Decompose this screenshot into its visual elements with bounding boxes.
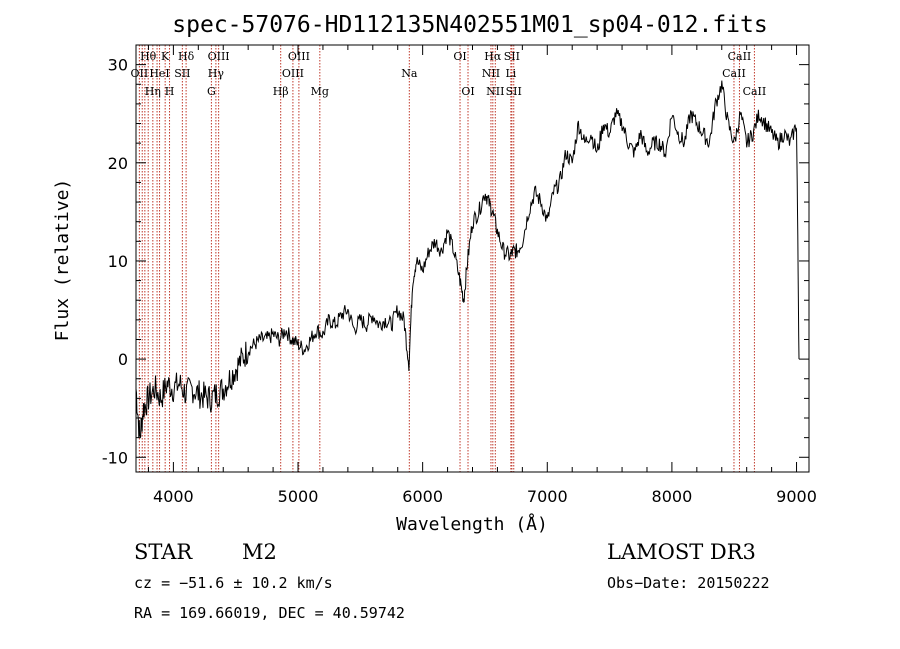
spectral-line-label-10: Hδ: [178, 50, 195, 63]
x-tick-label: 8000: [652, 487, 693, 506]
x-axis: 4000 5000 6000 7000 8000 9000: [147, 45, 817, 506]
spectral-line-label-13: OIII: [208, 50, 230, 63]
spectral-line-label-16: OIII: [288, 50, 310, 63]
x-tick-label: 7000: [527, 487, 568, 506]
subclass-label: M2: [242, 540, 277, 564]
spectral-line-label-0: OII: [131, 67, 149, 80]
spectral-line-label-20: OI: [461, 85, 474, 98]
y-tick-label: -10: [102, 448, 128, 467]
x-axis-title: Wavelength (Å): [396, 513, 548, 535]
y-tick-label: 0: [118, 350, 128, 369]
x-tick-label: 6000: [402, 487, 443, 506]
spectral-line-label-8: H: [165, 85, 175, 98]
survey-label: LAMOST DR3: [607, 540, 756, 564]
plot-frame: [135, 44, 810, 473]
spectral-line-label-21: NII: [482, 67, 500, 80]
spectral-line-label-25: SII: [504, 50, 520, 63]
x-tick-label: 4000: [153, 487, 194, 506]
spectral-line-label-29: CaII: [743, 85, 767, 98]
y-tick-label: 10: [108, 252, 128, 271]
spectral-line-label-15: OIII: [282, 67, 304, 80]
object-type-label: STAR: [134, 540, 193, 564]
coordinates-label: RA = 169.66019, DEC = 40.59742: [134, 604, 405, 622]
spectral-line-label-24: Li: [505, 67, 516, 80]
obs-date-label: Obs−Date: 20150222: [607, 574, 770, 592]
chart-title: spec-57076-HD112135N402551M01_sp04-012.f…: [172, 12, 767, 38]
spectral-line-label-4: Hη: [145, 85, 161, 98]
spectral-line-label-17: Mg: [311, 85, 329, 98]
spectral-line-label-6: HeI: [149, 67, 169, 80]
redshift-label: cz = −51.6 ± 10.2 km/s: [134, 574, 333, 592]
spectral-line-markers: [138, 45, 755, 472]
spectral-line-label-11: G: [207, 85, 216, 98]
y-axis-title: Flux (relative): [52, 179, 73, 342]
y-tick-label: 30: [108, 56, 128, 75]
spectral-line-label-14: Hβ: [273, 85, 289, 98]
spectral-line-label-18: Na: [401, 67, 418, 80]
spectral-line-label-19: OI: [453, 50, 466, 63]
spectral-line-label-9: SII: [174, 67, 190, 80]
spectral-line-label-28: CaII: [728, 50, 752, 63]
y-axis: -10 0 10 20 30: [102, 56, 809, 467]
spectral-line-label-3: Hθ: [140, 50, 157, 63]
spectral-line-labels: OII Hθ Hη HeI K H SII Hδ G Hγ OIII Hβ OIII OIII Mg Na OI…: [131, 50, 767, 98]
spectral-line-label-12: Hγ: [208, 67, 225, 80]
spectral-line-label-23: NII: [486, 85, 504, 98]
x-tick-label: 9000: [776, 487, 817, 506]
spectral-line-label-7: K: [161, 50, 170, 63]
spectrum-series-line: [135, 80, 800, 438]
spectral-line-label-22: Hα: [484, 50, 502, 63]
spectral-line-label-26: SII: [506, 85, 522, 98]
x-tick-label: 5000: [278, 487, 319, 506]
spectral-line-label-27: CaII: [722, 67, 746, 80]
y-tick-label: 20: [108, 154, 128, 173]
